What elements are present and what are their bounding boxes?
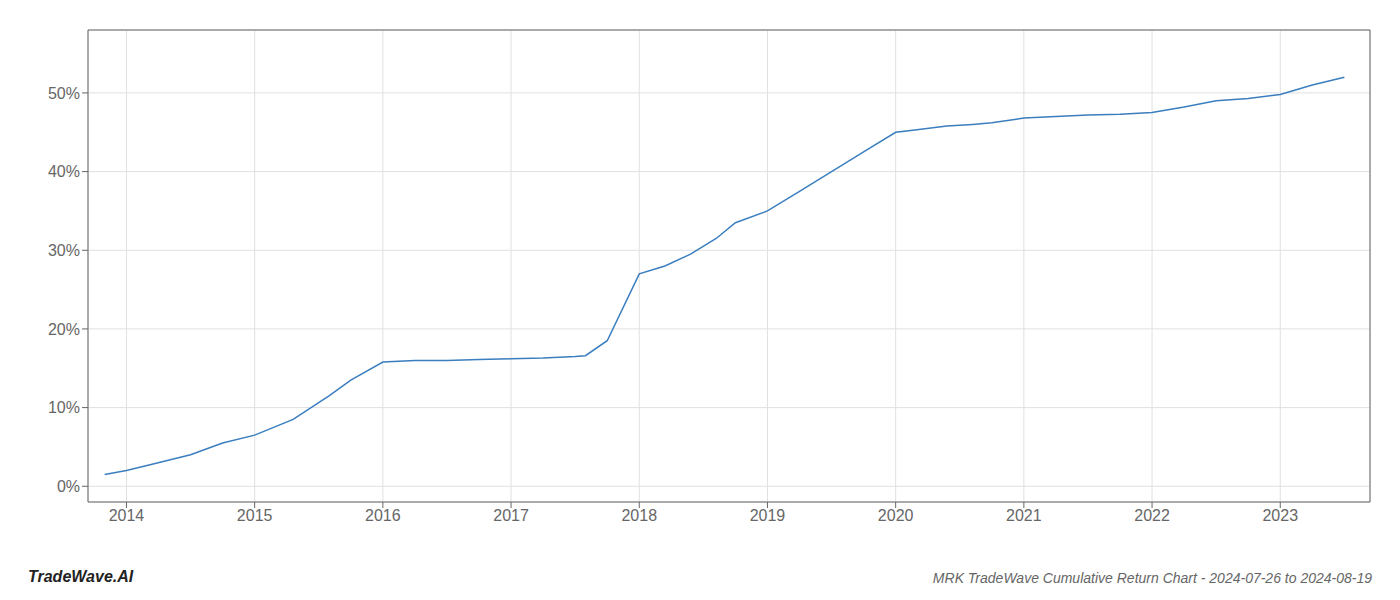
svg-text:20%: 20%	[48, 321, 80, 338]
svg-text:2014: 2014	[109, 507, 145, 524]
svg-text:0%: 0%	[57, 478, 80, 495]
svg-text:2015: 2015	[237, 507, 273, 524]
svg-text:2023: 2023	[1262, 507, 1298, 524]
svg-text:2021: 2021	[1006, 507, 1042, 524]
html-text:TradeWave.AI: TradeWave.AI	[28, 568, 134, 585]
svg-text:2016: 2016	[365, 507, 401, 524]
svg-text:2022: 2022	[1134, 507, 1170, 524]
svg-text:30%: 30%	[48, 242, 80, 259]
svg-text:2018: 2018	[621, 507, 657, 524]
html-text:MRK TradeWave Cumulative Retur: MRK TradeWave Cumulative Return Chart - …	[932, 570, 1372, 586]
svg-text:2020: 2020	[878, 507, 914, 524]
svg-text:10%: 10%	[48, 399, 80, 416]
svg-text:50%: 50%	[48, 85, 80, 102]
svg-text:40%: 40%	[48, 163, 80, 180]
svg-text:2017: 2017	[493, 507, 529, 524]
svg-text:2019: 2019	[750, 507, 786, 524]
